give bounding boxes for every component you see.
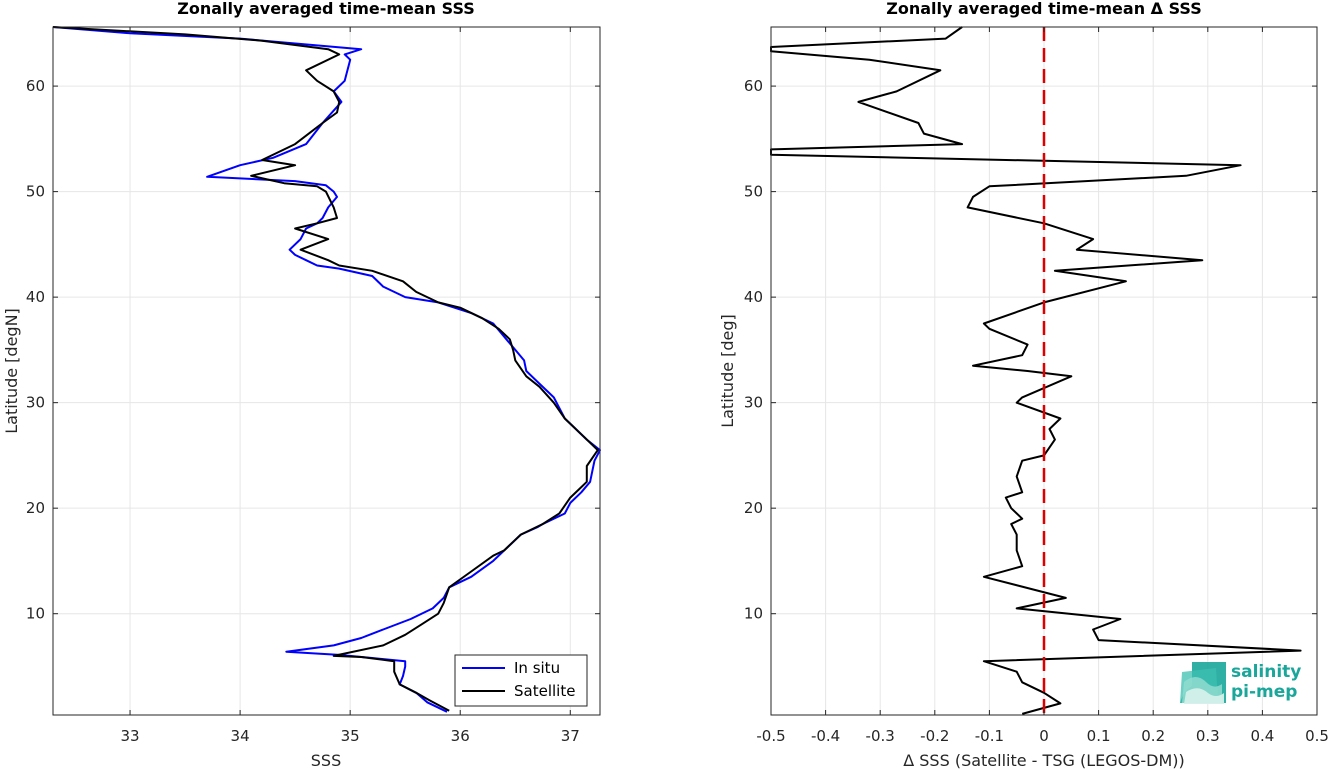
- y-axis-label-right: Latitude [deg]: [718, 314, 737, 428]
- x-axis-label-left: SSS: [311, 751, 341, 769]
- ticks-right: -0.5 -0.4 -0.3 -0.2 -0.1 0 0.1 0.2 0.3 0.4 0.5 10 20…: [744, 27, 1329, 745]
- series-line-right-series-0: [770, 26, 1302, 715]
- x-tick-label-right-3: -0.2: [920, 727, 949, 745]
- x-tick-label-right-8: 0.3: [1196, 727, 1220, 745]
- salinity-pi-mep-logo: salinity pi-mep: [1180, 662, 1301, 704]
- y-tick-label-left-1: 20: [26, 499, 45, 517]
- y-tick-label-right-1: 20: [744, 499, 763, 517]
- series-left: [52, 26, 601, 713]
- chart-title-right: Zonally averaged time-mean Δ SSS: [886, 0, 1202, 18]
- x-tick-label-left-3: 36: [451, 727, 470, 745]
- y-tick-label-left-3: 40: [26, 288, 45, 306]
- x-tick-label-right-7: 0.2: [1141, 727, 1165, 745]
- y-tick-label-left-2: 30: [26, 394, 45, 412]
- legend: In situ Satellite: [454, 654, 588, 707]
- logo-text-pi-mep: pi-mep: [1231, 682, 1297, 702]
- y-tick-label-right-0: 10: [744, 605, 763, 623]
- legend-box: [454, 654, 588, 707]
- grid-left: [53, 27, 600, 715]
- x-tick-label-right-6: 0.1: [1087, 727, 1111, 745]
- x-tick-label-right-10: 0.5: [1305, 727, 1329, 745]
- panel-left-sss: 33 34 35 36 37 10 20 30 40 50 60 Zonally averaged …: [2, 0, 601, 769]
- y-tick-label-right-3: 40: [744, 288, 763, 306]
- wave-stack-icon: [1180, 662, 1226, 704]
- plot-area-left: [53, 27, 600, 715]
- y-axis-label-left: Latitude [degN]: [2, 308, 21, 434]
- y-tick-label-left-0: 10: [26, 605, 45, 623]
- x-tick-label-left-1: 34: [231, 727, 250, 745]
- ticks-left: 33 34 35 36 37 10 20 30 40 50 60: [26, 27, 600, 745]
- x-tick-label-right-9: 0.4: [1250, 727, 1274, 745]
- x-tick-label-left-0: 33: [120, 727, 139, 745]
- panel-right-delta-sss: -0.5 -0.4 -0.3 -0.2 -0.1 0 0.1 0.2 0.3 0.4 0.5 10 20…: [718, 0, 1329, 769]
- legend-label-satellite: Satellite: [514, 682, 575, 700]
- series-line-left-satellite: [52, 26, 599, 712]
- x-tick-label-left-4: 37: [561, 727, 580, 745]
- x-tick-label-right-1: -0.4: [811, 727, 840, 745]
- x-tick-label-right-5: 0: [1039, 727, 1049, 745]
- y-tick-label-right-2: 30: [744, 394, 763, 412]
- chart-title-left: Zonally averaged time-mean SSS: [177, 0, 475, 18]
- series-right: [770, 26, 1302, 715]
- series-line-left-in-situ: [52, 26, 601, 713]
- x-tick-label-right-0: -0.5: [756, 727, 785, 745]
- x-tick-label-left-2: 35: [341, 727, 360, 745]
- x-tick-label-right-2: -0.3: [866, 727, 895, 745]
- legend-label-in-situ: In situ: [514, 659, 560, 677]
- y-tick-label-right-4: 50: [744, 183, 763, 201]
- x-axis-label-right: Δ SSS (Satellite - TSG (LEGOS-DM)): [903, 751, 1185, 769]
- y-tick-label-left-4: 50: [26, 183, 45, 201]
- y-tick-label-left-5: 60: [26, 77, 45, 95]
- y-tick-label-right-5: 60: [744, 77, 763, 95]
- axes-box-left: [52, 26, 601, 716]
- x-tick-label-right-4: -0.1: [975, 727, 1004, 745]
- logo-text-salinity: salinity: [1231, 662, 1301, 682]
